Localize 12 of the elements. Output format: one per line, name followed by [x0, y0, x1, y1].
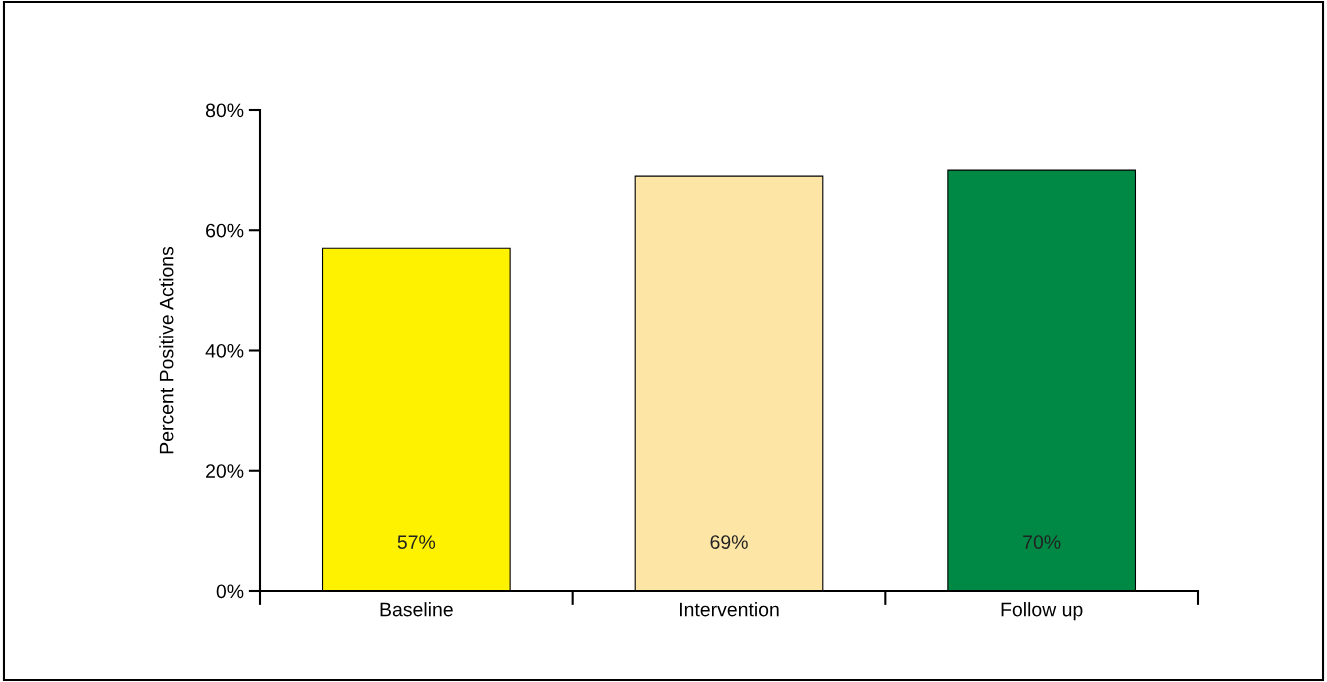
data-label: 70%: [1023, 535, 1061, 549]
x-tick-label: Baseline: [380, 602, 453, 617]
y-tick-label: 0%: [216, 584, 244, 599]
data-label: 57%: [397, 535, 436, 549]
y-axis-title: Percent Positive Actions: [159, 246, 174, 454]
x-tick-label: Follow up: [1001, 602, 1083, 621]
data-label: 69%: [710, 535, 748, 549]
y-tick-label: 40%: [205, 343, 244, 358]
y-tick-label: 20%: [206, 464, 244, 478]
y-tick-label: 80%: [205, 103, 244, 118]
y-tick-label: 60%: [206, 223, 244, 238]
x-tick-label: Intervention: [680, 602, 779, 617]
